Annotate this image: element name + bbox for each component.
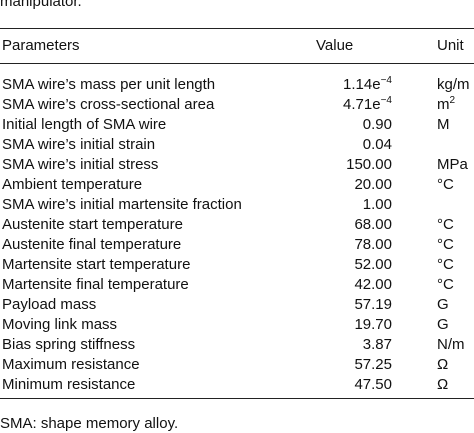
unit-cell: °C (437, 176, 454, 193)
unit-cell: G (437, 296, 449, 313)
header-cell: Value (316, 37, 354, 54)
parameter-cell: Maximum resistance (2, 356, 140, 373)
value-cell: 20.00 (354, 176, 392, 193)
unit-cell: kg/m (437, 76, 470, 93)
parameter-cell: SMA wire’s cross-sectional area (2, 96, 215, 113)
parameter-cell: Austenite start temperature (2, 216, 183, 233)
unit-cell: Ω (437, 376, 449, 393)
parameter-cell: Bias spring stiffness (2, 336, 136, 353)
value-cell: 1.14e−4 (343, 76, 392, 94)
unit-cell: N/m (437, 336, 465, 353)
value-cell: 52.00 (354, 256, 392, 273)
value-cell: 57.25 (354, 356, 392, 373)
unit-cell: °C (437, 276, 454, 293)
parameter-cell: SMA wire’s initial martensite fraction (2, 196, 242, 213)
top-rule (0, 28, 474, 29)
value-cell: 78.00 (354, 236, 392, 253)
unit-cell: °C (437, 256, 454, 273)
value-cell-base: 1.14e (343, 76, 381, 93)
value-cell: 0.04 (362, 136, 392, 153)
parameter-cell: SMA wire’s initial stress (2, 156, 159, 173)
parameter-cell: Martensite start temperature (2, 256, 191, 273)
unit-cell-base: m (437, 96, 450, 113)
parameter-cell: Ambient temperature (2, 176, 143, 193)
unit-cell: MPa (437, 156, 468, 173)
header-rule (0, 63, 474, 64)
unit-cell: Ω (437, 356, 449, 373)
unit-cell: °C (437, 216, 454, 233)
value-cell: 4.71e−4 (343, 96, 392, 114)
parameter-cell: Martensite final temperature (2, 276, 189, 293)
caption-tail: manipulator. (0, 0, 82, 10)
unit-cell: m2 (437, 96, 455, 114)
value-cell: 3.87 (362, 336, 392, 353)
footnote: SMA: shape memory alloy. (0, 415, 179, 432)
value-cell: 150.00 (346, 156, 392, 173)
parameter-cell: Payload mass (2, 296, 97, 313)
parameter-cell: Moving link mass (2, 316, 118, 333)
unit-cell: G (437, 316, 449, 333)
value-cell: 19.70 (354, 316, 392, 333)
value-cell-exp: −4 (380, 95, 392, 106)
value-cell: 68.00 (354, 216, 392, 233)
value-cell: 1.00 (362, 196, 392, 213)
unit-cell: M (437, 116, 450, 133)
value-cell: 47.50 (354, 376, 392, 393)
value-cell: 0.90 (362, 116, 392, 133)
bottom-rule (0, 398, 474, 399)
header-cell: Unit (437, 37, 464, 54)
parameter-cell: SMA wire’s mass per unit length (2, 76, 216, 93)
unit-cell-exp: 2 (449, 95, 456, 106)
value-cell-exp: −4 (380, 75, 392, 86)
header-cell: Parameters (2, 37, 80, 54)
parameter-cell: Initial length of SMA wire (2, 116, 167, 133)
parameter-cell: SMA wire’s initial strain (2, 136, 156, 153)
parameter-cell: Minimum resistance (2, 376, 136, 393)
unit-cell: °C (437, 236, 454, 253)
parameter-cell: Austenite final temperature (2, 236, 182, 253)
value-cell-base: 4.71e (343, 96, 381, 113)
value-cell: 57.19 (354, 296, 392, 313)
value-cell: 42.00 (354, 276, 392, 293)
